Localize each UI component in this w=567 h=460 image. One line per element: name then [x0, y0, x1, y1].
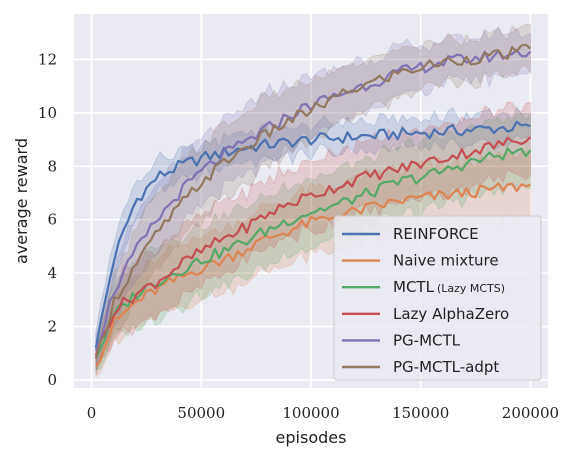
legend-label: Lazy AlphaZero: [393, 305, 509, 323]
series-line: [94, 120, 531, 349]
legend-label: PG-MCTL: [393, 331, 461, 349]
series-line: [94, 136, 532, 357]
y-axis-label: average reward: [12, 138, 31, 264]
legend-label: PG-MCTL-adpt: [393, 358, 499, 376]
legend-label: REINFORCE: [393, 225, 479, 243]
confidence-band: [95, 105, 531, 366]
x-tick-label: 0: [87, 404, 97, 422]
legend-label: MCTL (Lazy MCTS): [393, 278, 505, 296]
x-tick-label: 50000: [177, 404, 225, 422]
y-tick-labels: 0 2 4 6 8 10 12: [38, 50, 57, 389]
y-tick-label: 10: [38, 104, 57, 122]
y-tick-label: 4: [47, 264, 57, 282]
series-line: [94, 43, 532, 359]
x-axis-label: episodes: [276, 428, 347, 447]
x-tick-label: 200000: [502, 404, 559, 422]
legend-label-suffix: (Lazy MCTS): [437, 282, 505, 295]
y-tick-label: 0: [47, 371, 57, 389]
y-tick-label: 2: [47, 318, 57, 336]
legend-box: [333, 215, 542, 381]
confidence-band: [95, 23, 531, 376]
x-tick-label: 100000: [282, 404, 339, 422]
legend: REINFORCE Naive mixture MCTL (Lazy MCTS) Laz…: [333, 215, 542, 381]
y-tick-label: 12: [38, 50, 57, 68]
y-tick-label: 8: [47, 157, 57, 175]
legend-label: Naive mixture: [393, 252, 499, 270]
series-line: [95, 182, 531, 368]
confidence-band: [95, 151, 531, 379]
x-tick-label: 150000: [392, 404, 449, 422]
x-tick-labels: 0 50000 100000 150000 200000: [87, 404, 559, 422]
series-lines: [94, 43, 532, 368]
y-tick-label: 6: [47, 211, 57, 229]
